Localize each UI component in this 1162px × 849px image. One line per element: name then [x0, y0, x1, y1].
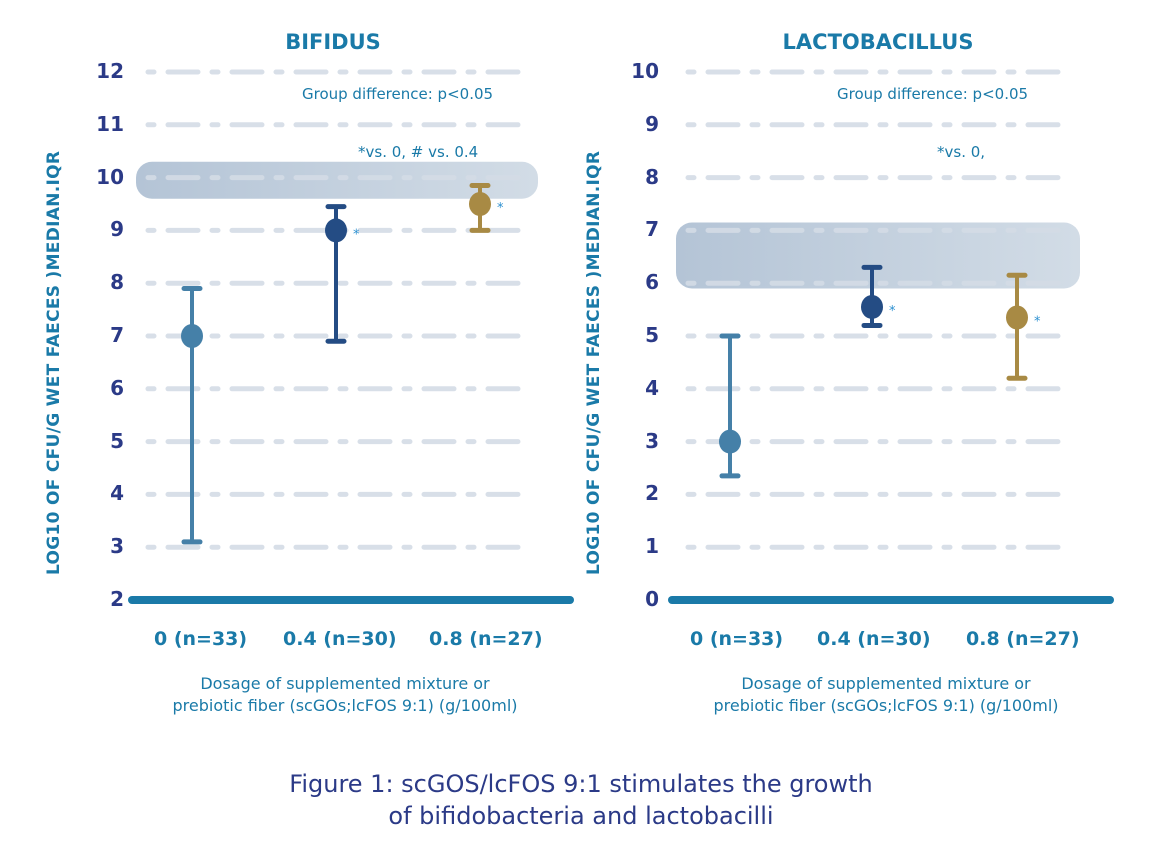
significance-marker: *: [1034, 315, 1041, 330]
y-tick-label: 9: [645, 111, 659, 136]
y-tick-label: 4: [645, 375, 659, 400]
figure-caption: Figure 1: scGOS/lcFOS 9:1 stimulates the…: [0, 768, 1162, 832]
median-point: [861, 294, 883, 319]
y-tick-label: 10: [96, 164, 124, 189]
significance-note: *vs. 0, # vs. 0.4: [358, 143, 479, 161]
significance-marker: *: [497, 201, 504, 216]
median-point: [719, 429, 741, 454]
y-tick-label: 0: [645, 587, 659, 611]
x-axis-label: Dosage of supplemented mixture or prebio…: [115, 673, 575, 717]
median-point: [469, 192, 491, 216]
x-category-1: 0.4 (n=30): [817, 628, 931, 650]
significance-marker: *: [889, 304, 896, 319]
y-tick-label: 6: [645, 270, 659, 295]
y-tick-label: 1: [645, 534, 659, 559]
y-tick-label: 11: [96, 111, 124, 136]
group-difference-note: Group difference: p<0.05: [302, 85, 494, 103]
chart-title: LACTOBACILLUS: [782, 30, 974, 54]
y-tick-label: 3: [110, 534, 124, 559]
median-point: [1006, 305, 1028, 330]
y-tick-label: 8: [645, 164, 659, 189]
caption-line-2: of bifidobacteria and lactobacilli: [388, 802, 774, 830]
x-category-1: 0.4 (n=30): [283, 628, 397, 650]
y-tick-label: 6: [110, 375, 124, 400]
median-point: [325, 218, 347, 243]
y-tick-label: 4: [110, 481, 124, 506]
y-tick-label: 2: [110, 587, 124, 611]
y-tick-label: 5: [110, 428, 124, 453]
x-axis-label-line-2: prebiotic fiber (scGOs;lcFOS 9:1) (g/100…: [172, 696, 518, 715]
x-axis-label-line-2: prebiotic fiber (scGOs;lcFOS 9:1) (g/100…: [713, 696, 1059, 715]
x-axis-label: Dosage of supplemented mixture or prebio…: [656, 673, 1116, 717]
significance-marker: *: [353, 227, 360, 242]
x-category-2: 0.8 (n=27): [966, 628, 1080, 650]
y-tick-label: 2: [645, 481, 659, 506]
y-tick-label: 5: [645, 323, 659, 347]
y-tick-label: 9: [110, 217, 124, 242]
y-tick-label: 12: [96, 59, 124, 83]
x-category-0: 0 (n=33): [154, 628, 248, 650]
y-tick-label: 10: [631, 59, 659, 83]
caption-line-1: Figure 1: scGOS/lcFOS 9:1 stimulates the…: [289, 770, 873, 798]
x-category-0: 0 (n=33): [690, 628, 784, 650]
reference-band: [676, 222, 1080, 289]
median-point: [181, 324, 203, 348]
chart-title: BIFIDUS: [285, 30, 381, 54]
y-tick-label: 7: [645, 217, 659, 242]
y-tick-label: 8: [110, 270, 124, 295]
group-difference-note: Group difference: p<0.05: [837, 85, 1029, 103]
significance-note: *vs. 0,: [937, 143, 986, 161]
x-category-2: 0.8 (n=27): [429, 628, 543, 650]
x-axis-label-line-1: Dosage of supplemented mixture or: [741, 674, 1031, 693]
x-axis-label-line-1: Dosage of supplemented mixture or: [200, 674, 490, 693]
reference-band: [136, 161, 538, 199]
y-tick-label: 3: [645, 428, 659, 453]
y-tick-label: 7: [110, 323, 124, 347]
